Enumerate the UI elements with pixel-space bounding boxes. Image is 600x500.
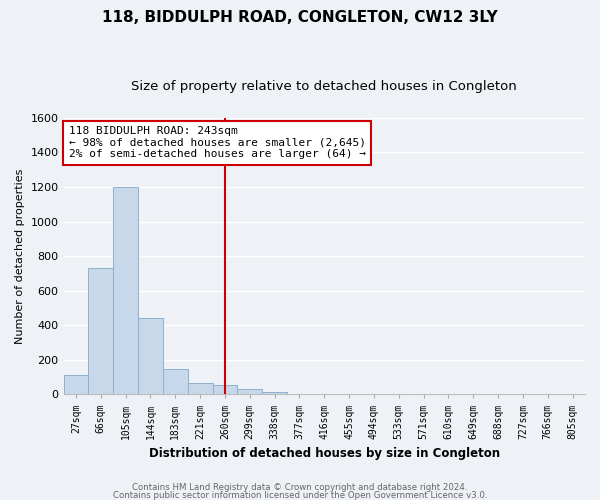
Bar — [163, 370, 188, 394]
Bar — [88, 268, 113, 394]
Bar — [238, 389, 262, 394]
X-axis label: Distribution of detached houses by size in Congleton: Distribution of detached houses by size … — [149, 447, 500, 460]
Text: Contains public sector information licensed under the Open Government Licence v3: Contains public sector information licen… — [113, 490, 487, 500]
Bar — [113, 187, 138, 394]
Y-axis label: Number of detached properties: Number of detached properties — [15, 168, 25, 344]
Bar — [262, 392, 287, 394]
Bar — [188, 383, 212, 394]
Bar — [138, 318, 163, 394]
Text: 118 BIDDULPH ROAD: 243sqm
← 98% of detached houses are smaller (2,645)
2% of sem: 118 BIDDULPH ROAD: 243sqm ← 98% of detac… — [69, 126, 366, 160]
Title: Size of property relative to detached houses in Congleton: Size of property relative to detached ho… — [131, 80, 517, 93]
Text: Contains HM Land Registry data © Crown copyright and database right 2024.: Contains HM Land Registry data © Crown c… — [132, 484, 468, 492]
Bar — [212, 385, 238, 394]
Text: 118, BIDDULPH ROAD, CONGLETON, CW12 3LY: 118, BIDDULPH ROAD, CONGLETON, CW12 3LY — [102, 10, 498, 25]
Bar — [64, 376, 88, 394]
